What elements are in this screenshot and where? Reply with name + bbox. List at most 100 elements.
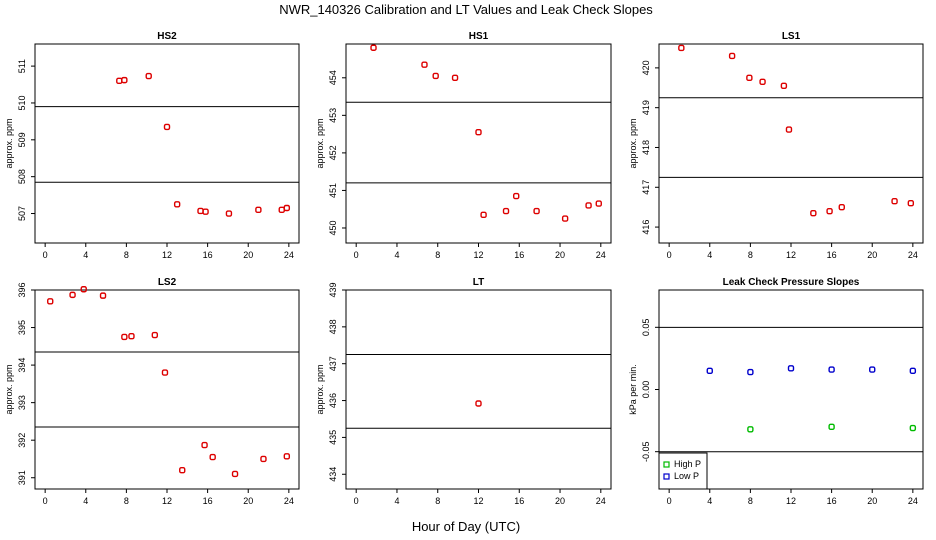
- data-point: [828, 366, 835, 373]
- y-tick-label: 439: [328, 282, 338, 297]
- y-axis-label: approx. ppm: [4, 118, 14, 168]
- x-tick-label: 24: [596, 250, 606, 260]
- data-point: [370, 44, 377, 51]
- legend-box: [658, 452, 708, 490]
- y-tick-label: 0.05: [641, 319, 651, 337]
- panel-1: HS2 0 4 8 12 16 20 24 507 508 509 510 511 approx. ppm: [4, 31, 300, 260]
- x-tick-label: 24: [284, 496, 294, 506]
- data-point: [201, 441, 208, 449]
- y-tick-label: 420: [641, 60, 651, 75]
- x-tick-label: 16: [514, 496, 524, 506]
- y-axis-label: approx. ppm: [628, 118, 638, 168]
- data-point: [513, 192, 520, 200]
- x-tick-label: 20: [867, 250, 877, 260]
- x-tick-label: 12: [473, 496, 483, 506]
- y-tick-label: 451: [328, 183, 338, 198]
- x-tick-label: 8: [435, 250, 440, 260]
- panel-title: Leak Check Pressure Slopes: [723, 277, 860, 288]
- data-point: [561, 215, 569, 222]
- data-point: [585, 202, 592, 209]
- data-point: [785, 126, 793, 133]
- data-point: [533, 207, 540, 215]
- x-tick-label: 4: [83, 250, 88, 260]
- data-point: [706, 367, 713, 375]
- data-point: [480, 211, 487, 219]
- data-point: [810, 209, 817, 217]
- y-tick-label: 0.00: [641, 381, 651, 399]
- panels: HS2 0 4 8 12 16 20 24 507 508 509 510 511 approx. ppm…: [4, 31, 924, 506]
- x-tick-label: 0: [354, 250, 359, 260]
- panel-title: HS2: [157, 31, 177, 42]
- data-point: [163, 123, 171, 131]
- y-tick-label: 510: [17, 95, 27, 110]
- x-tick-label: 4: [707, 496, 712, 506]
- data-point: [747, 368, 754, 376]
- data-point: [838, 203, 845, 211]
- x-tick-label: 12: [162, 250, 172, 260]
- y-tick-label: 507: [17, 206, 27, 221]
- data-point: [278, 206, 285, 214]
- data-point: [728, 52, 736, 60]
- x-tick-label: 20: [555, 496, 565, 506]
- data-point: [260, 455, 267, 463]
- x-tick-label: 4: [707, 250, 712, 260]
- panel-title: LS2: [158, 277, 177, 288]
- x-tick-label: 24: [908, 496, 918, 506]
- data-point: [828, 423, 835, 431]
- y-tick-label: 452: [328, 145, 338, 160]
- x-tick-label: 24: [284, 250, 294, 260]
- x-tick-label: 0: [43, 496, 48, 506]
- y-tick-label: 417: [641, 180, 651, 195]
- x-tick-label: 16: [827, 250, 837, 260]
- data-point: [179, 467, 186, 474]
- x-tick-label: 24: [908, 250, 918, 260]
- data-point: [69, 291, 76, 299]
- data-point: [209, 453, 216, 461]
- x-tick-label: 0: [667, 496, 672, 506]
- x-tick-label: 20: [243, 496, 253, 506]
- data-point: [451, 74, 459, 81]
- x-tick-label: 4: [83, 496, 88, 506]
- y-axis-label: kPa per min.: [628, 364, 638, 415]
- data-point: [225, 210, 233, 217]
- data-point: [475, 129, 482, 136]
- plot-frame: [34, 43, 300, 244]
- y-tick-label: 454: [328, 70, 338, 85]
- x-tick-label: 24: [596, 496, 606, 506]
- legend-label: High P: [674, 459, 701, 469]
- data-point: [869, 366, 876, 373]
- data-point: [787, 365, 795, 372]
- x-tick-label: 0: [354, 496, 359, 506]
- data-point: [121, 76, 128, 84]
- data-point: [145, 72, 152, 80]
- y-tick-label: 419: [641, 100, 651, 115]
- y-tick-label: 436: [328, 393, 338, 408]
- legend-label: Low P: [674, 471, 699, 481]
- x-tick-label: 20: [555, 250, 565, 260]
- panel-2: HS1 0 4 8 12 16 20 24 450 451 452 453 454 approx. ppm: [315, 31, 612, 260]
- data-point: [202, 208, 209, 215]
- plot-frame: [658, 43, 924, 244]
- y-tick-label: -0.05: [641, 441, 651, 462]
- figure-title: NWR_140326 Calibration and LT Values and…: [279, 2, 653, 17]
- y-tick-label: 508: [17, 169, 27, 184]
- x-tick-label: 20: [243, 250, 253, 260]
- x-tick-label: 8: [124, 496, 129, 506]
- y-tick-label: 418: [641, 140, 651, 155]
- x-tick-label: 4: [394, 496, 399, 506]
- x-tick-label: 8: [748, 496, 753, 506]
- data-point: [475, 400, 482, 407]
- y-axis-label: approx. ppm: [315, 118, 325, 168]
- y-tick-label: 394: [17, 358, 27, 373]
- x-tick-label: 8: [124, 250, 129, 260]
- legend-marker: [663, 473, 670, 480]
- y-tick-label: 437: [328, 356, 338, 371]
- data-point: [47, 298, 54, 305]
- panel-4: LS2 0 4 8 12 16 20 24 391 392 393 394 395 396 approx. …: [4, 277, 300, 506]
- x-tick-label: 12: [786, 496, 796, 506]
- data-point: [283, 204, 291, 212]
- x-tick-label: 12: [162, 496, 172, 506]
- data-point: [432, 72, 439, 80]
- y-axis-label: approx. ppm: [4, 364, 14, 414]
- data-point: [678, 44, 685, 52]
